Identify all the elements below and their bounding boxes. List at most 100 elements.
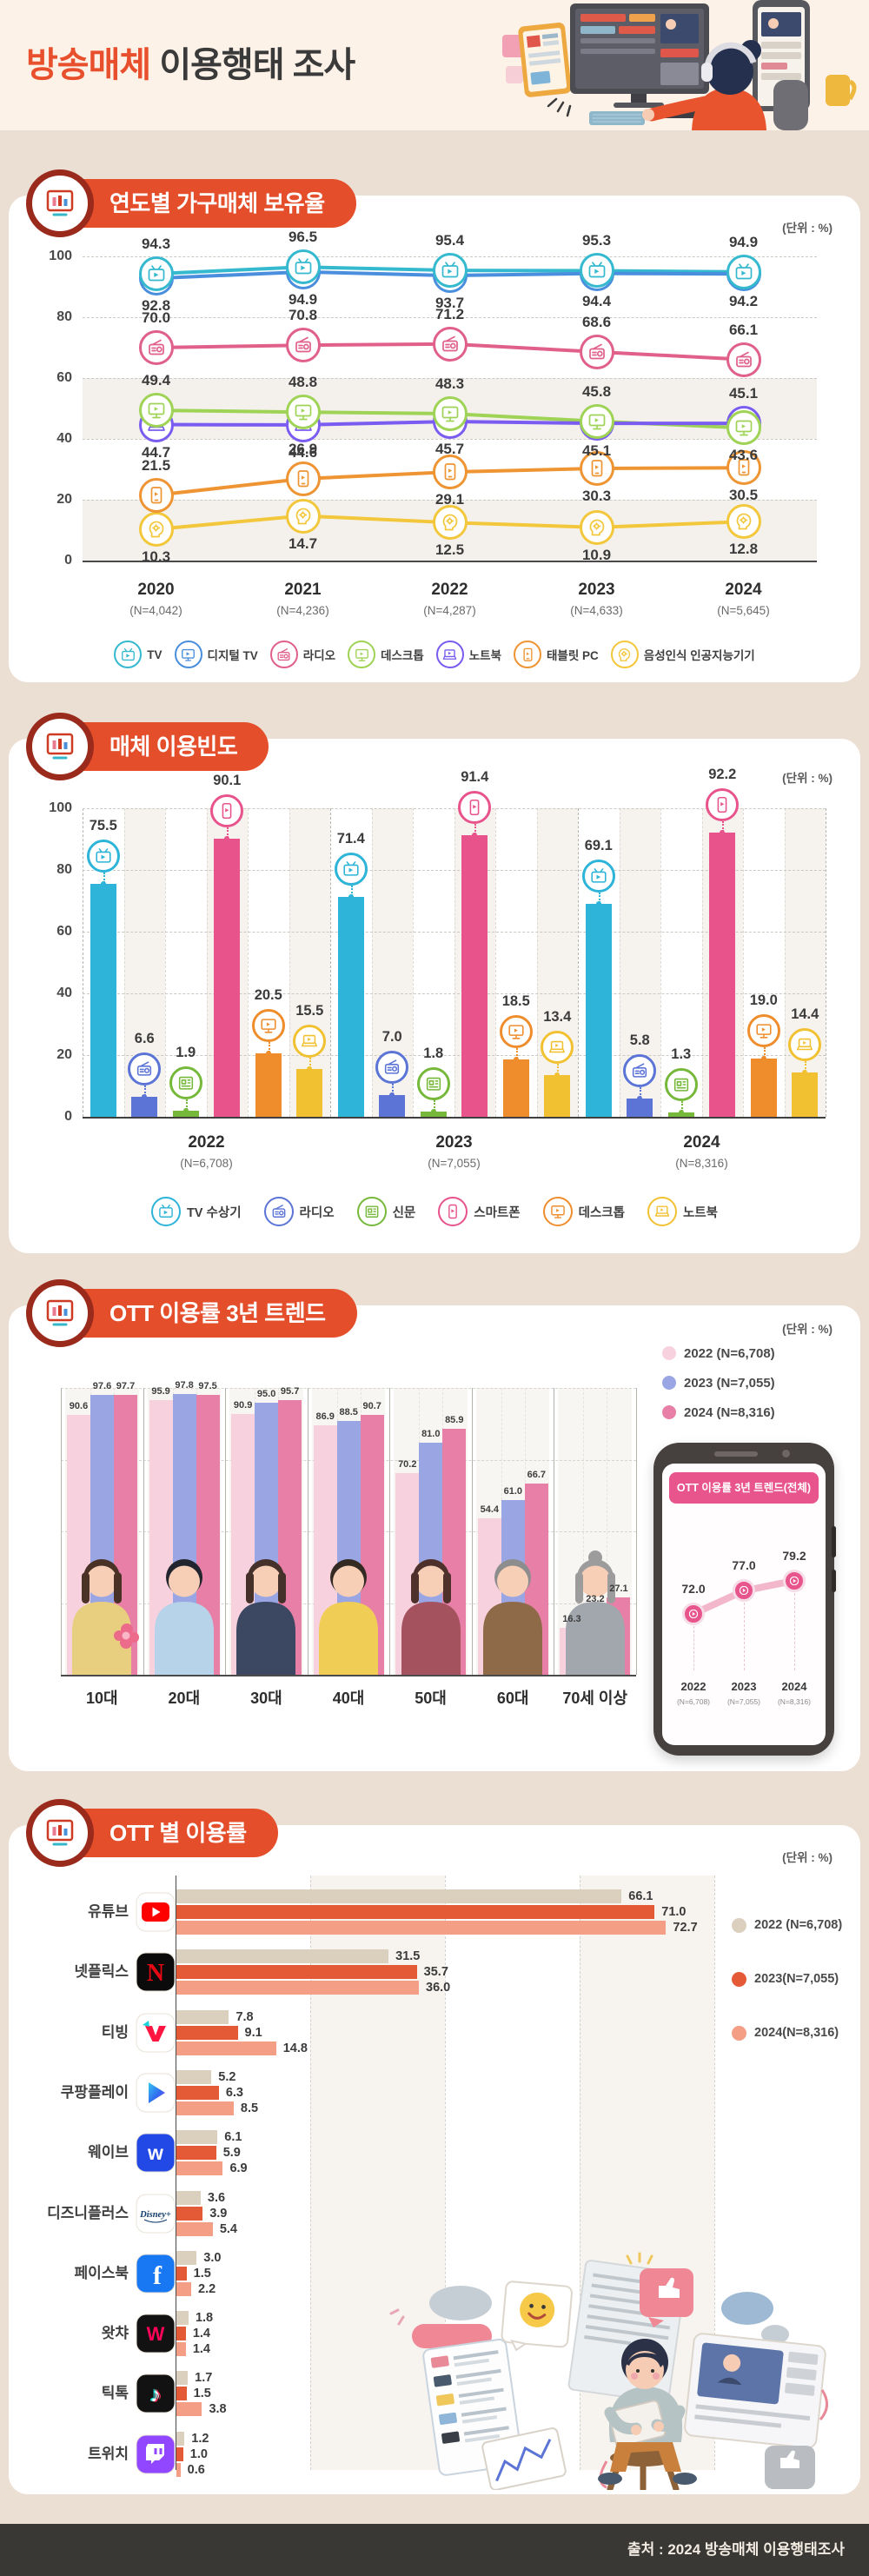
value-label: 79.2 [782,1548,806,1563]
grid-line [743,808,744,1117]
series-marker [285,498,321,534]
grid-line [83,932,826,933]
wavve-icon: w [136,2133,176,2173]
value-label: 86.9 [315,1411,335,1423]
bar [176,2221,213,2236]
series-marker [726,342,761,377]
desktop-icon [756,1023,772,1039]
legend-item: 데스크톱 [542,1197,625,1226]
series-marker [432,326,468,362]
value-label: 69.1 [584,837,613,853]
phone-camera-dot [782,1450,790,1457]
svg-text:♪: ♪ [150,2383,162,2407]
page-title-rest: 이용행태 조사 [150,46,355,84]
tv-icon [159,1204,173,1218]
header-illustration [502,0,857,130]
service-icon [136,2073,176,2113]
series-marker [706,787,740,821]
y-tick-label: 40 [56,986,72,1000]
legend-label: 2024 (N=8,316) [684,1404,775,1420]
x-axis-sublabel: (N=8,316) [675,1157,728,1170]
person-illustration [474,1544,551,1675]
section-ott-services-title: OTT 별 이용률 [57,1809,278,1857]
marker-dot [307,1066,313,1072]
laptop-icon [302,1034,318,1047]
tiktok-icon: ♪♪♪ [136,2374,176,2413]
group-separator [471,1388,473,1675]
youtube-icon [136,1892,176,1932]
value-label: 71.4 [336,830,365,846]
legend-item: 2023(N=7,055) [732,1969,862,1988]
legend-item: 음성인식 인공지능기기 [610,641,755,668]
radio-icon [137,1060,152,1076]
radio-icon [272,1205,285,1218]
series-marker [579,334,614,369]
frequency-bar-chart: 0 20 40 60 80 100 75.5 71.4 69.1 6.6 7.0 5.8 1.9 1.8 1… [9,739,860,1253]
x-axis-label: 10대 [85,1690,118,1707]
radio-icon [588,343,605,360]
series-marker [541,1031,574,1065]
marker-dot [389,1092,395,1099]
laptop-icon [654,1205,670,1217]
marker-dot [802,1069,808,1075]
legend-label: 노트북 [683,1205,719,1220]
grid-line [165,808,166,1117]
y-tick-label: 20 [56,1047,72,1062]
monitor-chart-icon [46,1819,74,1846]
desktop-icon [508,1025,524,1039]
y-tick-label: 0 [64,1109,72,1124]
value-label: 96.5 [288,229,318,246]
value-label: 54.4 [480,1504,500,1516]
value-label: 20.5 [254,987,282,1004]
service-icon: Disney+ [136,2194,176,2234]
series-marker [416,1066,450,1100]
marker-connector [227,827,229,839]
row-label: 왓챠 [101,2325,129,2342]
legend-icon [269,641,298,668]
chart-badge-icon [26,1279,94,1347]
row-label: 페이스북 [74,2264,129,2281]
x-axis-sublabel: (N=7,055) [726,1697,761,1706]
tablet-icon [522,647,533,661]
svg-text:W: W [147,2323,165,2345]
tablet-icon [150,486,162,504]
marker-drop-line [794,1592,795,1670]
value-label: 71.2 [434,305,465,322]
phone-side-button [832,1526,836,1557]
series-marker [432,455,468,490]
footer: 출처 : 2024 방송매체 이용행태조사 [0,2524,869,2576]
radio-icon [385,1059,400,1074]
smartphone-icon [222,803,232,820]
marker-dot [430,1108,436,1114]
svg-text:w: w [147,2141,163,2164]
monitor-chart-icon [46,1299,74,1326]
value-label: 66.1 [628,1889,653,1903]
section-ott-age-title: OTT 이용률 3년 트렌드 [57,1289,357,1338]
value-label: 45.7 [434,441,465,458]
grid-line [660,808,661,1117]
value-label: 66.7 [527,1469,547,1480]
headphones-icon [704,42,757,69]
bar [176,1981,419,1995]
marker-connector [640,1087,642,1099]
marker-connector [309,1057,312,1068]
tv-icon [295,258,311,275]
series-marker [579,403,614,439]
value-label: 6.6 [134,1030,155,1046]
value-label: 88.5 [339,1406,358,1417]
smartphone-icon [448,1204,458,1219]
bar [176,1949,389,1964]
legend-icon [174,641,202,668]
series-marker [334,852,368,886]
legend-item: TV 수상기 [150,1197,242,1226]
monitor-chart-icon [46,189,74,216]
grid-line [83,870,826,871]
tablet-illustration [518,22,572,97]
section-ownership-badge: 연도별 가구매체 보유율 [26,169,356,237]
row-label: 트위치 [88,2445,129,2462]
tv-icon [735,263,752,280]
bar [214,839,241,1117]
row-label: 쿠팡플레이 [60,2083,129,2101]
value-label: 44.7 [141,443,171,461]
x-axis-sublabel: (N=6,708) [180,1157,233,1170]
